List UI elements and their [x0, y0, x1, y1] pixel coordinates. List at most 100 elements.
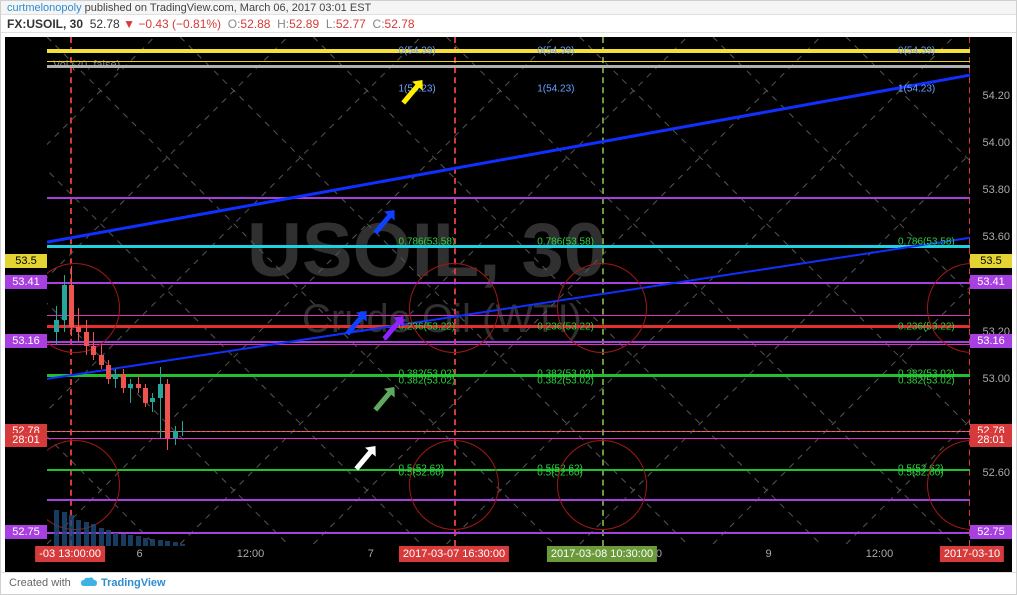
footer-text: Created with — [9, 577, 71, 589]
fib-level-label: 0(54.39) — [399, 46, 436, 57]
volume-bar — [62, 512, 67, 546]
fib-level-label: 1(54.23) — [537, 83, 574, 94]
candle-body[interactable] — [173, 431, 178, 438]
price-badge: 52.75 — [970, 525, 1012, 539]
y-axis-left: 53.553.4153.1652.7828:0152.75 — [5, 37, 47, 546]
fib-level-label: 0.786(53.58) — [537, 237, 594, 248]
candle-body[interactable] — [165, 384, 170, 438]
quote-bar: FX:USOIL, 30 52.78 ▼ −0.43 (−0.81%) O:52… — [1, 15, 1016, 33]
price-badge: 53.16 — [5, 334, 47, 348]
symbol-label[interactable]: FX:USOIL — [7, 17, 63, 31]
hline[interactable] — [47, 61, 970, 62]
hline[interactable] — [47, 469, 970, 471]
candle-body[interactable] — [76, 327, 81, 332]
fib-level-label: 0.786(53.58) — [898, 237, 955, 248]
volume-bar — [143, 538, 148, 546]
volume-bar — [99, 528, 104, 546]
x-axis: 612:00712:00912:00-03 13:00:002017-03-07… — [47, 546, 970, 572]
price-badge: 28:01 — [970, 433, 1012, 447]
volume-bar — [150, 539, 155, 546]
hline[interactable] — [47, 65, 970, 68]
candle-body[interactable] — [99, 355, 104, 364]
volume-bar — [128, 535, 133, 546]
tradingview-logo-icon — [80, 577, 98, 589]
published-text: published on TradingView.com, — [85, 2, 237, 14]
x-tick: 12:00 — [237, 548, 265, 560]
target-circle[interactable] — [409, 440, 499, 530]
volume-bar — [113, 533, 118, 546]
hline[interactable] — [47, 197, 970, 199]
chart-main[interactable]: USOIL, 30 Crude Oil (WTI) Vol (20, false… — [47, 37, 970, 546]
candle-body[interactable] — [158, 384, 163, 398]
x-tick: 6 — [136, 548, 142, 560]
tradingview-brand[interactable]: TradingView — [101, 577, 166, 589]
candle-body[interactable] — [121, 374, 126, 388]
hline[interactable] — [47, 325, 970, 328]
y-tick: 53.00 — [972, 373, 1010, 385]
o-label: O: — [228, 17, 241, 31]
x-tick: 12:00 — [866, 548, 894, 560]
c-label: C: — [373, 17, 385, 31]
price-badge: 53.41 — [5, 275, 47, 289]
l-label: L: — [326, 17, 336, 31]
hline[interactable] — [47, 374, 970, 377]
candle-body[interactable] — [136, 384, 141, 389]
candle-wick — [182, 421, 183, 435]
volume-bar — [54, 510, 59, 546]
y-tick: 52.60 — [972, 467, 1010, 479]
volume-bar — [84, 522, 89, 546]
h-value: 52.89 — [289, 17, 319, 31]
chart-container: curtmelonopoly published on TradingView.… — [0, 0, 1017, 595]
footer: Created with TradingView — [1, 572, 1016, 594]
candle-body[interactable] — [150, 398, 155, 403]
candle-body[interactable] — [143, 388, 148, 402]
last-price-line — [47, 431, 970, 432]
hline[interactable] — [47, 282, 970, 284]
target-circle[interactable] — [557, 263, 647, 353]
fib-level-label: 0.786(53.58) — [399, 237, 456, 248]
hline[interactable] — [47, 499, 970, 501]
header: curtmelonopoly published on TradingView.… — [1, 1, 1016, 15]
hline[interactable] — [47, 245, 970, 248]
target-circle[interactable] — [409, 263, 499, 353]
change-value: −0.43 — [138, 17, 168, 31]
change-pct: (−0.81%) — [172, 17, 221, 31]
candle-body[interactable] — [54, 320, 59, 332]
hline[interactable] — [47, 344, 970, 345]
hline[interactable] — [47, 315, 970, 316]
y-axis-right: 54.2054.0053.8053.6053.4053.2053.0052.78… — [970, 37, 1012, 546]
hline[interactable] — [47, 438, 970, 439]
y-tick: 53.80 — [972, 184, 1010, 196]
l-value: 52.77 — [336, 17, 366, 31]
y-tick: 53.60 — [972, 231, 1010, 243]
candle-wick — [130, 379, 131, 403]
candle-body[interactable] — [62, 285, 67, 320]
candle-body[interactable] — [180, 431, 185, 432]
time-badge: 2017-03-08 10:30:00 — [547, 546, 657, 562]
candle-body[interactable] — [91, 346, 96, 355]
last-price: 52.78 — [90, 17, 120, 31]
candle-body[interactable] — [84, 332, 89, 346]
target-circle[interactable] — [557, 440, 647, 530]
hline[interactable] — [47, 532, 970, 534]
fib-level-label: 0(54.39) — [537, 46, 574, 57]
y-tick: 54.00 — [972, 137, 1010, 149]
volume-bar — [69, 515, 74, 546]
candle-body[interactable] — [113, 374, 118, 379]
fib-level-label: 1(54.23) — [898, 83, 935, 94]
hline[interactable] — [47, 49, 970, 53]
publish-timestamp: March 06, 2017 03:01 EST — [240, 2, 371, 14]
candle-body[interactable] — [128, 384, 133, 389]
price-badge: 53.16 — [970, 334, 1012, 348]
time-badge: 2017-03-10 — [940, 546, 1004, 562]
time-badge: 2017-03-07 16:30:00 — [399, 546, 509, 562]
y-tick: 54.20 — [972, 90, 1010, 102]
chart-area[interactable]: 53.553.4153.1652.7828:0152.75 54.2054.00… — [5, 37, 1012, 572]
candle-body[interactable] — [106, 365, 111, 379]
publisher-user[interactable]: curtmelonopoly — [7, 2, 82, 14]
price-badge: 28:01 — [5, 433, 47, 447]
volume-bar — [136, 536, 141, 546]
h-label: H: — [277, 17, 289, 31]
candle-body[interactable] — [69, 285, 74, 327]
candle-wick — [160, 367, 161, 438]
